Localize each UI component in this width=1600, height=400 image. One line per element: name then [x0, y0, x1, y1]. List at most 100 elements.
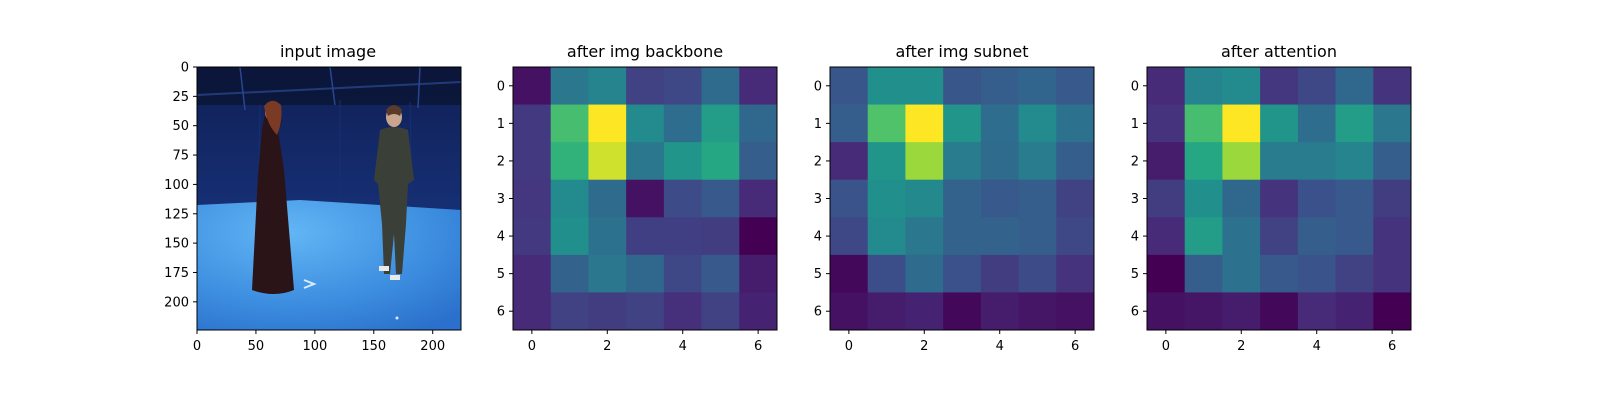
heatmap-cell	[1297, 104, 1336, 143]
heatmap-cell	[867, 292, 906, 331]
heatmap-cell	[980, 292, 1019, 331]
heatmap-cell	[626, 292, 665, 331]
y-tick-label: 125	[164, 207, 189, 222]
y-tick-label: 4	[814, 230, 822, 245]
heatmap-cell	[1184, 179, 1223, 218]
heatmap-cell	[1147, 142, 1186, 181]
heatmap-cell	[905, 67, 944, 105]
heatmap-cells	[1147, 67, 1412, 331]
x-tick-label: 6	[754, 339, 762, 354]
heatmap-cell	[1373, 217, 1412, 256]
x-tick-label: 6	[1388, 339, 1396, 354]
x-tick-label: 50	[248, 339, 265, 354]
axes: 0 2 4 6 0 1 2 3 4 5 6	[814, 79, 1080, 354]
heatmap-cell	[701, 142, 740, 181]
heatmap-cell	[1260, 179, 1299, 218]
panel-input-image: input image	[164, 42, 462, 354]
heatmap-cell	[550, 217, 589, 256]
y-tick-label: 200	[164, 295, 189, 310]
heatmap-cell	[513, 142, 552, 181]
heatmap-cell	[739, 104, 778, 143]
heatmap-cell	[867, 142, 906, 181]
heatmap-cell	[1184, 67, 1223, 105]
heatmap-cell	[513, 254, 552, 293]
y-tick-label: 6	[497, 305, 505, 320]
heatmap-cell	[663, 104, 702, 143]
y-tick-label: 0	[497, 79, 505, 94]
axes: 0 2 4 6 0 1 2 3 4 5 6	[497, 79, 763, 354]
heatmap-cell	[701, 254, 740, 293]
heatmap-cell	[980, 254, 1019, 293]
heatmap-cell	[1260, 254, 1299, 293]
heatmap-cell	[663, 254, 702, 293]
heatmap-cell	[1147, 292, 1186, 331]
heatmap-cell	[513, 179, 552, 218]
heatmap-cell	[1373, 67, 1412, 105]
y-tick-label: 2	[814, 154, 822, 169]
heatmap-cell	[1184, 104, 1223, 143]
panel-title: after img subnet	[895, 42, 1028, 61]
x-tick-label: 0	[528, 339, 536, 354]
panel-title: input image	[280, 42, 376, 61]
axes: 0 2 4 6 0 1 2 3 4 5 6	[1131, 79, 1397, 354]
heatmap-cell	[1373, 254, 1412, 293]
heatmap-cell	[1260, 142, 1299, 181]
heatmap-cell	[701, 104, 740, 143]
heatmap-cell	[1056, 67, 1095, 105]
heatmap-cell	[1018, 142, 1057, 181]
heatmap-cell	[943, 254, 982, 293]
heatmap-cell	[701, 179, 740, 218]
heatmap-cell	[1018, 254, 1057, 293]
heatmap-cell	[1056, 142, 1095, 181]
y-tick-label: 1	[497, 117, 505, 132]
plot-frame	[196, 66, 462, 331]
heatmap-cells	[513, 67, 778, 331]
y-tick-label: 2	[497, 154, 505, 169]
x-tick-label: 200	[420, 339, 445, 354]
heatmap-cell	[550, 292, 589, 331]
x-tick-label: 2	[920, 339, 928, 354]
heatmap-cell	[1147, 67, 1186, 105]
y-tick-label: 50	[172, 119, 189, 134]
heatmap-cell	[830, 67, 869, 105]
heatmap-cell	[1184, 217, 1223, 256]
y-tick-label: 0	[814, 79, 822, 94]
y-tick-label: 100	[164, 178, 189, 193]
y-tick-label: 175	[164, 266, 189, 281]
y-tick-label: 75	[172, 149, 189, 164]
heatmap-cell	[1335, 142, 1374, 181]
x-tick-label: 6	[1071, 339, 1079, 354]
heatmap-cell	[1260, 104, 1299, 143]
heatmap-cell	[1056, 104, 1095, 143]
heatmap-cell	[980, 104, 1019, 143]
heatmap-cell	[550, 254, 589, 293]
heatmap-cell	[626, 179, 665, 218]
heatmap-cell	[739, 67, 778, 105]
y-tick-label: 5	[1131, 267, 1139, 282]
heatmap-cell	[980, 142, 1019, 181]
x-tick-label: 100	[302, 339, 327, 354]
heatmap-cell	[1260, 67, 1299, 105]
heatmap-cell	[905, 142, 944, 181]
heatmap-cell	[1018, 104, 1057, 143]
heatmap-cell	[1222, 254, 1261, 293]
heatmap-cell	[1147, 104, 1186, 143]
heatmap-cell	[943, 142, 982, 181]
heatmap-cell	[588, 104, 627, 143]
heatmap-cell	[1260, 292, 1299, 331]
heatmap-cell	[739, 217, 778, 256]
heatmap-cell	[626, 217, 665, 256]
y-tick-label: 1	[1131, 117, 1139, 132]
x-tick-label: 4	[1313, 339, 1321, 354]
heatmap-cell	[867, 104, 906, 143]
y-tick-label: 0	[1131, 79, 1139, 94]
y-tick-label: 5	[814, 267, 822, 282]
heatmap-cell	[1373, 292, 1412, 331]
heatmap-cell	[905, 104, 944, 143]
y-tick-label: 6	[814, 305, 822, 320]
heatmap-cell	[588, 67, 627, 105]
y-tick-label: 150	[164, 237, 189, 252]
heatmap-cell	[1222, 142, 1261, 181]
heatmap-cell	[663, 142, 702, 181]
